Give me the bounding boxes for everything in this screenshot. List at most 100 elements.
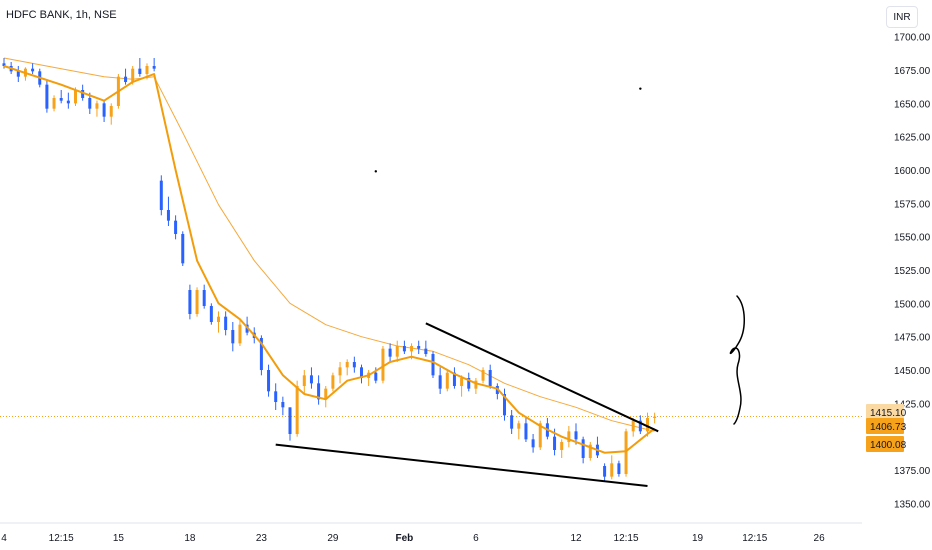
time-tick-label: 4 [1, 533, 7, 544]
time-tick-label: 12:15 [49, 533, 74, 544]
time-tick-label: 12 [570, 533, 582, 544]
candle-body [295, 386, 299, 434]
price-tick-label: 1550.00 [894, 233, 931, 244]
candle [617, 460, 621, 477]
candle-body [538, 423, 542, 448]
candle-body [603, 466, 607, 477]
price-tick-label: 1625.00 [894, 133, 931, 144]
candle-body [638, 420, 642, 432]
trendlines[interactable] [275, 322, 659, 487]
price-tag: 1400.08 [866, 436, 907, 452]
candle-body [467, 378, 471, 389]
candle-body [524, 423, 528, 440]
candle [202, 284, 206, 309]
time-tick-label: Feb [396, 533, 414, 544]
candle-body [267, 370, 271, 392]
candle [524, 418, 528, 442]
time-tick-label: 12:15 [742, 533, 767, 544]
candle-body [159, 180, 163, 210]
candle-body [424, 348, 428, 354]
candle-body [231, 330, 235, 344]
candle [159, 175, 163, 216]
candle [653, 412, 657, 424]
candle [295, 380, 299, 437]
candle-body [452, 372, 456, 386]
candle-body [259, 338, 263, 370]
price-tag-bg [866, 404, 904, 420]
candle-body [517, 423, 521, 429]
candle-body [2, 63, 6, 66]
candle-body [45, 84, 49, 109]
candle-body [610, 463, 614, 477]
price-tick-label: 1575.00 [894, 199, 931, 210]
price-tick-label: 1450.00 [894, 366, 931, 377]
candle-body [195, 290, 199, 314]
candle [274, 383, 278, 410]
candle [438, 367, 442, 394]
candle-body [431, 354, 435, 376]
candle-body [381, 348, 385, 381]
price-tick-label: 1475.00 [894, 333, 931, 344]
candle-body [16, 71, 20, 77]
candle-body [166, 210, 170, 221]
candle-body [131, 68, 135, 82]
candle-body [360, 367, 363, 378]
candle-body [74, 90, 77, 104]
candle-body [309, 375, 313, 384]
trendline-lower-support[interactable] [275, 443, 648, 487]
candle-body [402, 346, 406, 352]
time-axis[interactable]: 4 12:15 15 18 23 29 Feb 6 12 12:15 19 12:15 26 [1, 533, 825, 544]
candle [610, 455, 614, 480]
time-tick-label: 19 [692, 533, 704, 544]
candle-body [560, 442, 564, 450]
candle [431, 351, 435, 378]
time-tick-label: 12:15 [614, 533, 639, 544]
candle-body [445, 372, 449, 389]
candle [224, 311, 228, 336]
candle [231, 322, 235, 352]
candle [324, 386, 328, 408]
price-tick-label: 1375.00 [894, 466, 931, 477]
candle-body [581, 439, 585, 458]
price-axis[interactable]: 1700.00 1675.00 1650.00 1625.00 1600.00 1575.… [894, 33, 931, 511]
candle-body [460, 378, 464, 386]
candle [595, 436, 599, 458]
freehand-drawing[interactable] [729, 295, 745, 425]
candle-body [102, 103, 106, 117]
candle [181, 231, 185, 266]
price-tick-label: 1600.00 [894, 166, 931, 177]
candle-body [646, 418, 649, 432]
candle [360, 364, 363, 384]
candle-body [388, 348, 392, 357]
candle-body [88, 98, 92, 109]
candle-body [631, 420, 635, 432]
candle [352, 356, 356, 373]
candle [417, 340, 421, 354]
candle [381, 346, 385, 384]
freehand-stroke[interactable] [729, 295, 745, 425]
candle-body [474, 380, 478, 389]
candle-body [331, 375, 335, 389]
candle [452, 367, 456, 389]
trendline-upper-resistance[interactable] [425, 322, 659, 433]
candle [402, 340, 406, 354]
price-tick-label: 1675.00 [894, 66, 931, 77]
candle [588, 442, 592, 461]
candle-body [274, 391, 278, 402]
candle-body [124, 76, 128, 82]
candle [102, 100, 106, 122]
candle [124, 68, 128, 85]
candle [31, 63, 35, 74]
candle-body [438, 375, 442, 389]
currency-selector[interactable]: INR [886, 6, 918, 28]
candle-body [653, 416, 657, 418]
candle [16, 66, 20, 82]
candle [109, 103, 113, 125]
candle-body [410, 346, 414, 352]
candle-body [95, 103, 99, 109]
price-tick-label: 1650.00 [894, 99, 931, 110]
candle [338, 362, 342, 384]
chart-title: HDFC BANK, 1h, NSE [6, 9, 117, 21]
candle-body [174, 220, 178, 234]
